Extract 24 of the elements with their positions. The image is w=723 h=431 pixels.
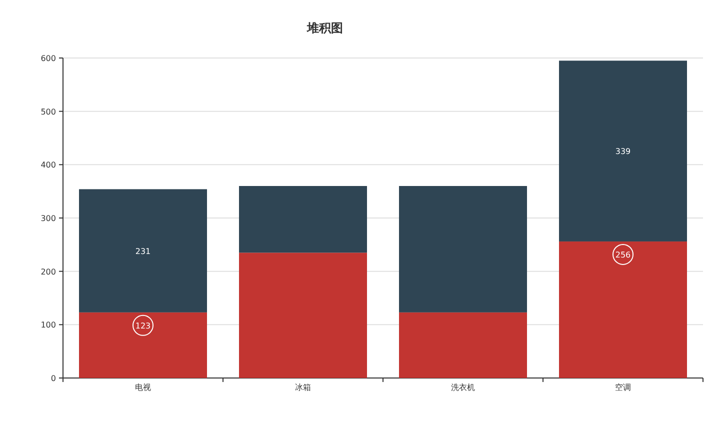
chart-title: 堆积图 — [306, 21, 343, 35]
bar — [79, 189, 207, 312]
data-label: 256 — [615, 250, 631, 260]
y-tick-label: 400 — [40, 160, 56, 170]
bar — [559, 60, 687, 242]
y-tick-label: 300 — [40, 214, 56, 223]
bar — [399, 186, 527, 312]
x-tick-label: 空调 — [615, 383, 631, 392]
data-label: 339 — [615, 147, 631, 156]
bar — [399, 312, 527, 378]
x-tick-label: 电视 — [135, 383, 151, 392]
bar — [79, 312, 207, 378]
x-tick-label: 洗衣机 — [451, 383, 475, 392]
x-tick-label: 冰箱 — [295, 383, 311, 392]
bar — [559, 241, 687, 378]
y-tick-label: 0 — [50, 374, 56, 383]
y-tick-label: 600 — [40, 54, 56, 63]
y-tick-label: 500 — [40, 107, 56, 116]
y-tick-label: 100 — [40, 320, 56, 330]
y-tick-label: 200 — [40, 267, 56, 276]
bar — [239, 252, 367, 378]
data-label: 123 — [135, 321, 151, 330]
data-label: 231 — [135, 246, 151, 256]
bar — [239, 186, 367, 253]
